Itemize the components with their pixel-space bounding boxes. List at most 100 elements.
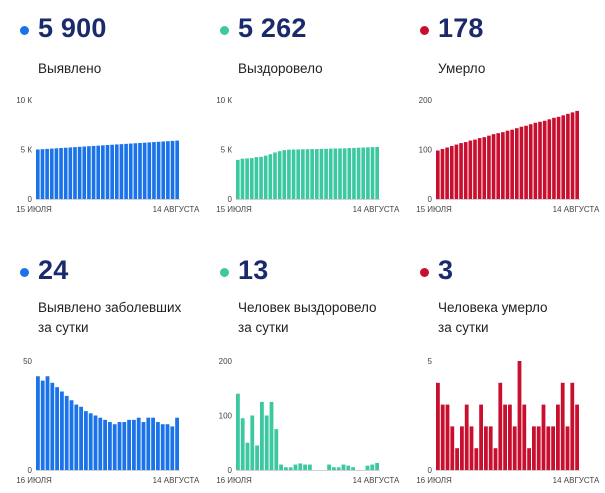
bar [375, 462, 379, 470]
red-dot-icon [420, 26, 429, 35]
bar [36, 376, 40, 470]
bar [269, 401, 274, 471]
y-tick-label: 0 [28, 466, 33, 475]
x-end-label: 14 АВГУСТА [553, 205, 600, 214]
bar [160, 424, 165, 470]
bar [255, 445, 259, 470]
bar [517, 361, 522, 470]
bar [365, 465, 370, 470]
chart-daily-recovered: 0 100 200 16 ИЮЛЯ 14 АВГУСТА [216, 357, 400, 485]
x-start-label: 16 ИЮЛЯ [416, 476, 452, 485]
bar [487, 135, 491, 199]
bar [361, 147, 366, 199]
bar [342, 148, 347, 199]
bar [141, 422, 146, 470]
bar [287, 149, 291, 199]
bar [459, 143, 463, 199]
bar [93, 415, 98, 470]
bar [236, 393, 240, 470]
bar [512, 426, 517, 470]
bar [356, 147, 361, 199]
bar [156, 422, 160, 470]
y-tick-label: 0 [228, 466, 233, 475]
bar [503, 404, 507, 470]
bar [98, 417, 103, 470]
bar [370, 464, 375, 470]
bar [40, 149, 45, 199]
bar [519, 126, 524, 199]
bar [279, 464, 283, 470]
bar [469, 426, 474, 470]
bar [370, 147, 375, 199]
bar [77, 146, 82, 199]
chart-daily-detected: 0 50 16 ИЮЛЯ 14 АВГУСТА [16, 357, 200, 485]
x-end-label: 14 АВГУСТА [353, 205, 400, 214]
bar [319, 148, 324, 199]
detected-total: 5 900 [38, 13, 107, 43]
blue-dot-icon [20, 26, 29, 35]
daily-detected-label-line1: Выявлено заболевших [38, 300, 182, 315]
bar [296, 149, 301, 199]
bar [556, 404, 560, 470]
bar [161, 141, 166, 199]
bar [440, 404, 445, 470]
bar [560, 382, 565, 470]
bar [170, 426, 175, 470]
bar [436, 150, 440, 199]
bar [175, 140, 179, 199]
chart-detected: 0 5 К 10 К 15 ИЮЛЯ 14 АВГУСТА [16, 96, 200, 214]
green-dot-icon [220, 26, 229, 35]
bar [110, 144, 114, 199]
bar [254, 157, 259, 199]
panel-daily-recovered: 13 Человек выздоровело за сутки 0 100 200 1… [200, 245, 400, 493]
bar [79, 406, 83, 470]
bar [264, 415, 269, 470]
y-tick-label: 100 [419, 146, 433, 155]
detected-label: Выявлено [38, 61, 102, 76]
deaths-total: 178 [438, 13, 484, 43]
bar [477, 138, 482, 199]
x-start-label: 15 ИЮЛЯ [416, 205, 452, 214]
bar [165, 424, 170, 470]
bar [74, 404, 79, 470]
bar [488, 426, 493, 470]
bar [352, 147, 356, 199]
x-start-label: 15 ИЮЛЯ [16, 205, 52, 214]
bar [454, 144, 459, 199]
bar [87, 146, 91, 199]
daily-detected-total: 24 [38, 255, 69, 285]
bar [308, 464, 312, 470]
bar [551, 426, 555, 470]
bar [570, 112, 575, 200]
bar [114, 144, 119, 199]
y-tick-label: 5 [428, 357, 433, 366]
bar [45, 376, 50, 470]
bar [146, 417, 151, 470]
bar [445, 404, 450, 470]
bar [575, 404, 579, 470]
bar [36, 149, 40, 199]
bar [496, 133, 501, 199]
y-tick-label: 0 [28, 195, 33, 204]
bar [282, 150, 287, 199]
recovered-label: Выздоровело [238, 61, 323, 76]
chart-daily-deaths: 0 5 16 ИЮЛЯ 14 АВГУСТА [416, 357, 600, 485]
bar [463, 142, 468, 199]
bar [63, 147, 68, 199]
bar [240, 418, 245, 470]
bar [259, 156, 263, 199]
y-tick-label: 10 К [216, 96, 232, 105]
bar [117, 422, 122, 470]
bar [455, 448, 459, 470]
bar [73, 147, 77, 199]
bar [124, 143, 128, 199]
bar [542, 120, 547, 199]
bar [510, 129, 514, 199]
bar [347, 148, 352, 199]
bar [82, 146, 87, 199]
bar [249, 158, 254, 199]
bar [336, 467, 341, 470]
bar [552, 117, 556, 199]
x-start-label: 16 ИЮЛЯ [16, 476, 52, 485]
bar [132, 419, 136, 470]
